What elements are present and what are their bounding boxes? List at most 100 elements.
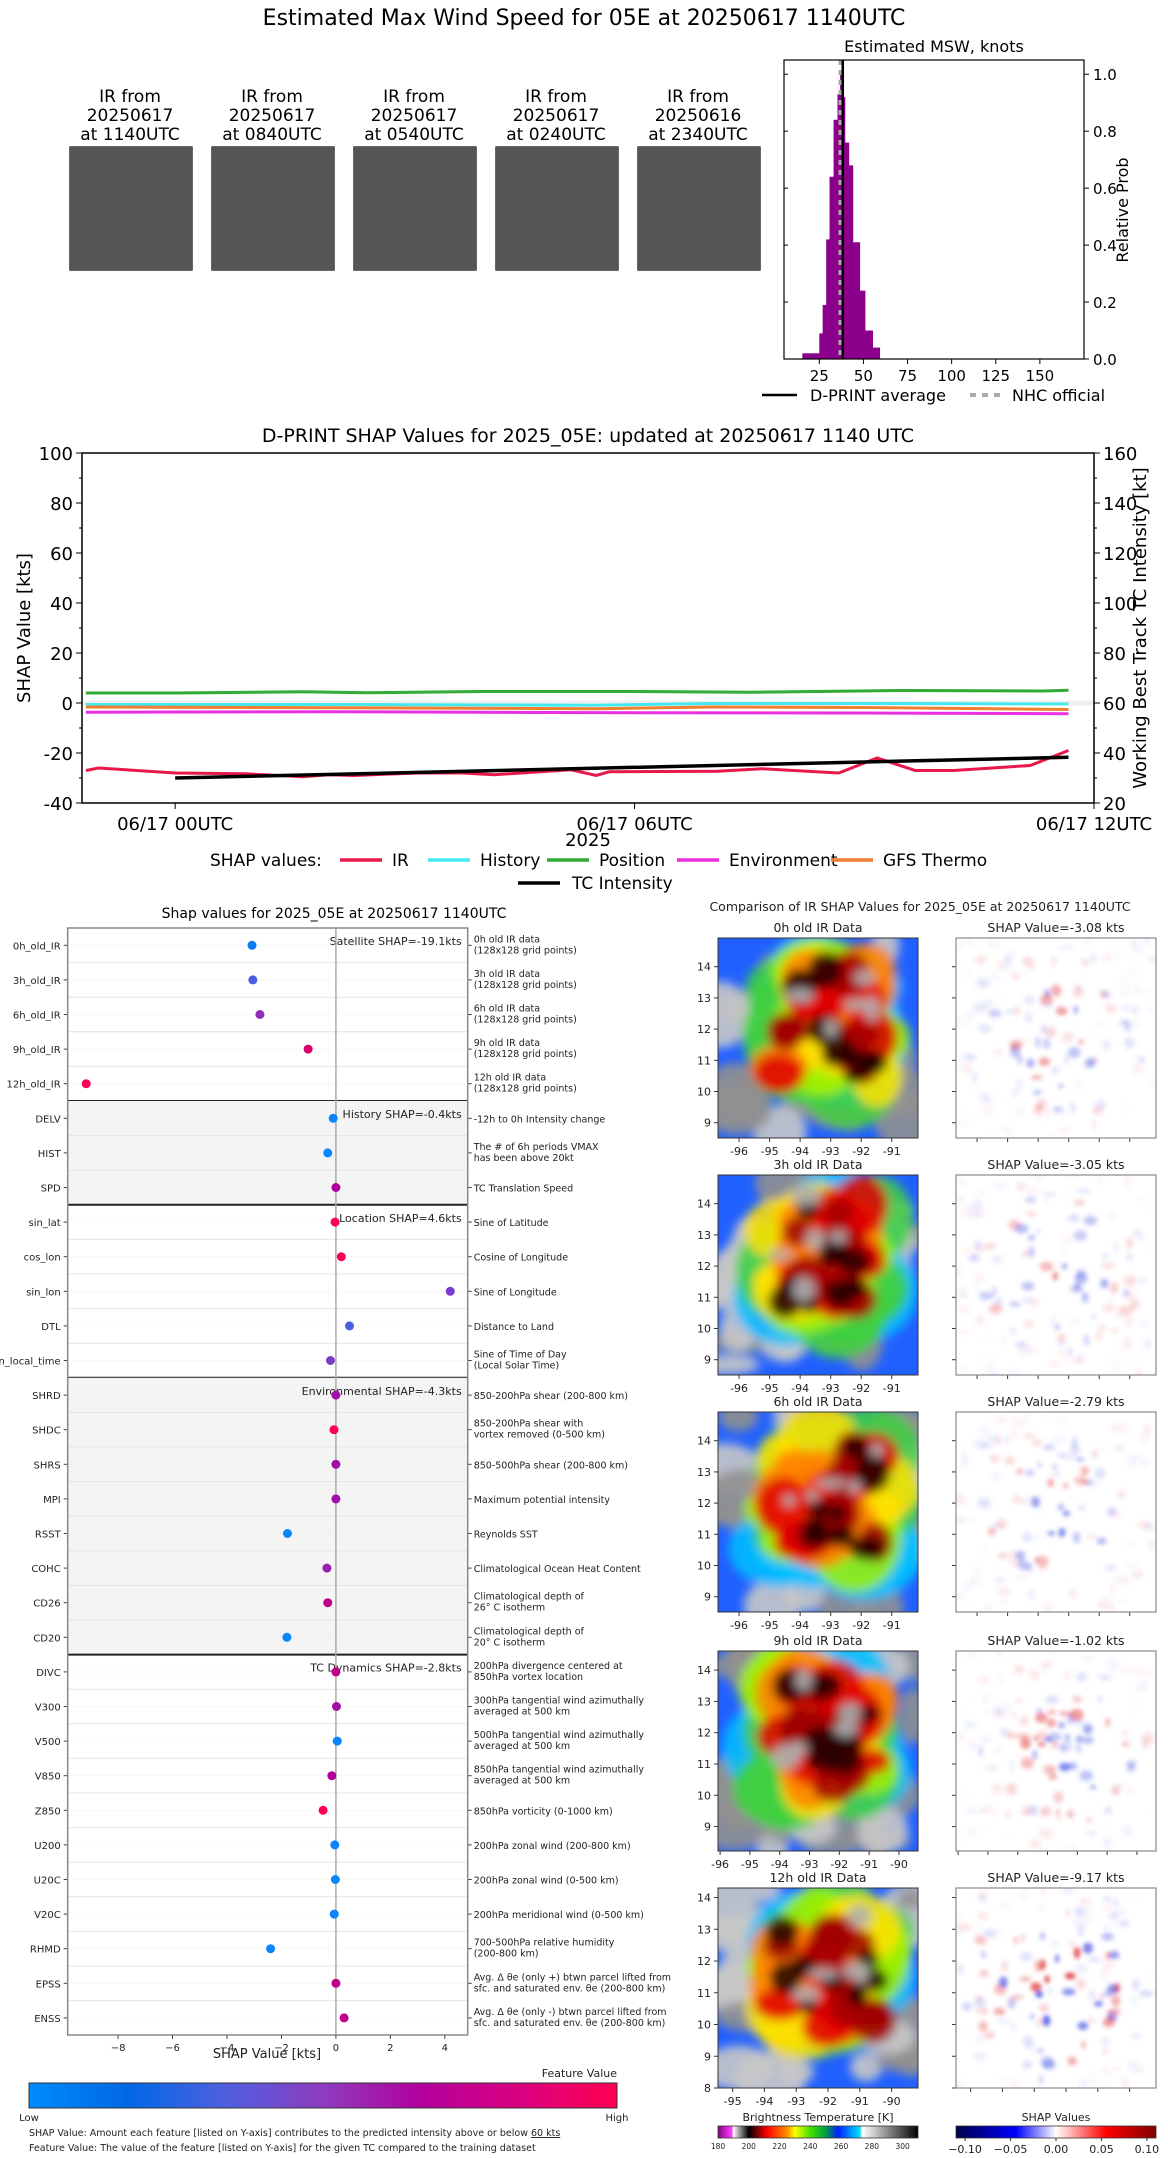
- feature-name: COHC: [31, 1564, 60, 1575]
- feature-description: 200hPa zonal wind (0-500 km): [474, 1876, 619, 1887]
- histogram-bar: [833, 119, 838, 359]
- shap-dot: [81, 1079, 91, 1089]
- feature-description-line: 6h old IR data: [474, 1004, 540, 1015]
- lon-tick-label: -94: [791, 1145, 809, 1158]
- shap-dot: [345, 1321, 355, 1331]
- feature-description: 850-200hPa shear with vortex removed (0-5…: [474, 1419, 605, 1441]
- lat-tick-label: 10: [697, 1086, 711, 1099]
- shap-dot: [331, 1702, 341, 1711]
- feature-description: Climatological depth of 26° C isotherm: [474, 1592, 585, 1614]
- bt-tick-label: 260: [834, 2142, 849, 2151]
- y-tick-label: 0.8: [1093, 123, 1117, 141]
- feature-name: CD20: [33, 1633, 60, 1644]
- series-line-environment: [85, 710, 1069, 716]
- shap-dot: [328, 1113, 338, 1123]
- x-tick-label: 25: [810, 367, 829, 385]
- feature-name: cos_lon: [24, 1253, 61, 1264]
- lat-tick-label: 14: [697, 1892, 711, 1905]
- feature-description: 850hPa tangential wind azimuthally averag…: [474, 1765, 645, 1787]
- lat-tick-label: 14: [697, 1664, 711, 1677]
- lon-tick-label: -93: [822, 1145, 840, 1158]
- feature-description: Sine of Time of Day (Local Solar Time): [474, 1350, 567, 1372]
- feature-description-line: 3h old IR data: [474, 969, 540, 980]
- ir-brightness-image: [718, 938, 918, 1138]
- feature-description-line: (128x128 grid points): [474, 1049, 577, 1060]
- y-tick-label: 100: [39, 444, 73, 465]
- feature-description-line: 700-500hPa relative humidity: [474, 1938, 615, 1949]
- lat-tick-label: 12: [697, 1023, 711, 1036]
- feature-value-colorbar: [28, 2082, 618, 2109]
- x-tick-label: 75: [898, 367, 917, 385]
- feature-description-line: averaged at 500 km: [474, 1741, 570, 1752]
- shap-dot-title: Shap values for 2025_05E at 20250617 114…: [162, 906, 507, 922]
- series-line-gfs-thermo: [85, 705, 1069, 711]
- feature-description-line: sfc. and saturated env. θe (200-800 km): [474, 2018, 666, 2029]
- histogram-bar: [822, 304, 827, 359]
- shap-dot: [318, 1805, 328, 1815]
- y2-tick-label: 160: [1103, 444, 1137, 465]
- legend-label: TC Intensity: [571, 874, 673, 894]
- ir-brightness-image: [718, 1412, 918, 1612]
- thumb-bg: [638, 147, 760, 270]
- note-threshold: 60 kts: [531, 2128, 560, 2139]
- lon-tick-label: -94: [791, 1382, 809, 1395]
- thumb-bg: [70, 147, 192, 270]
- lon-tick-label: -92: [852, 1382, 870, 1395]
- feature-description-line: (Local Solar Time): [474, 1361, 560, 1372]
- y-tick-label: 1.0: [1093, 66, 1117, 84]
- shap-dot: [322, 1563, 332, 1573]
- ir-brightness-image: [718, 1175, 918, 1375]
- feature-description-line: (128x128 grid points): [474, 945, 577, 956]
- feature-description: 700-500hPa relative humidity (200-800 km): [474, 1938, 615, 1960]
- group-shap-label: Location SHAP=4.6kts: [339, 1212, 462, 1225]
- feature-description-line: sfc. and saturated env. θe (200-800 km): [474, 1983, 666, 1994]
- x-axis-label: 2025: [565, 830, 611, 851]
- ir-brightness-image: [718, 1888, 918, 2088]
- feature-description-line: Climatological depth of: [474, 1626, 585, 1637]
- feature-name: 9h_old_IR: [13, 1045, 61, 1056]
- feature-name: SHRD: [32, 1391, 61, 1402]
- lon-tick-label: -91: [851, 2095, 869, 2108]
- feature-description: 200hPa divergence centered at 850hPa vort…: [474, 1661, 623, 1683]
- lon-tick-label: -95: [761, 1382, 779, 1395]
- histogram-bar: [859, 290, 866, 359]
- feature-name: SHDC: [32, 1426, 61, 1437]
- shap-dot: [247, 940, 257, 950]
- lat-tick-label: 13: [697, 992, 711, 1005]
- y-tick-label: 80: [50, 494, 73, 515]
- x-tick-label: 50: [854, 367, 873, 385]
- feature-name: sin_lon: [26, 1287, 61, 1298]
- feature-description: 12h old IR data (128x128 grid points): [474, 1073, 577, 1095]
- feature-name: V500: [35, 1737, 61, 1748]
- zero-band: [82, 700, 1094, 706]
- bt-tick-label: 300: [895, 2142, 910, 2151]
- shap-panel-frame: [955, 937, 1157, 1139]
- series-line-position: [85, 688, 1069, 695]
- ir-panel-title: 9h old IR Data: [773, 1633, 862, 1648]
- feature-description: Sine of Longitude: [474, 1287, 557, 1298]
- feature-name: SHRS: [34, 1460, 61, 1471]
- feature-description: 0h old IR data (128x128 grid points): [474, 934, 577, 956]
- shap-dot: [330, 1840, 340, 1850]
- feature-description-line: 0h old IR data: [474, 934, 540, 945]
- feature-description: 300hPa tangential wind azimuthally averag…: [474, 1696, 645, 1718]
- shap-dot: [323, 1598, 333, 1608]
- legend-label: Position: [599, 851, 665, 871]
- lon-tick-label: -91: [883, 1382, 901, 1395]
- legend-nhc-label: NHC official: [1012, 386, 1105, 405]
- feature-name: CD26: [33, 1599, 60, 1610]
- shap-dot: [325, 1356, 335, 1365]
- x-tick-label: −2: [274, 2043, 289, 2054]
- feature-description-line: 20° C isotherm: [474, 1637, 546, 1648]
- feature-name: 0h_old_IR: [13, 941, 61, 952]
- legend-label: History: [480, 851, 540, 871]
- shap-dot: [331, 1459, 341, 1469]
- feature-description: Distance to Land: [474, 1322, 554, 1333]
- lat-tick-label: 11: [697, 1291, 711, 1304]
- feature-description-line: averaged at 500 km: [474, 1707, 570, 1718]
- shap-dot: [282, 1529, 292, 1538]
- lat-tick-label: 11: [697, 1987, 711, 2000]
- x-tick-label: 100: [937, 367, 966, 385]
- feature-description-line: (128x128 grid points): [474, 1015, 577, 1026]
- feature-description: Reynolds SST: [474, 1530, 538, 1541]
